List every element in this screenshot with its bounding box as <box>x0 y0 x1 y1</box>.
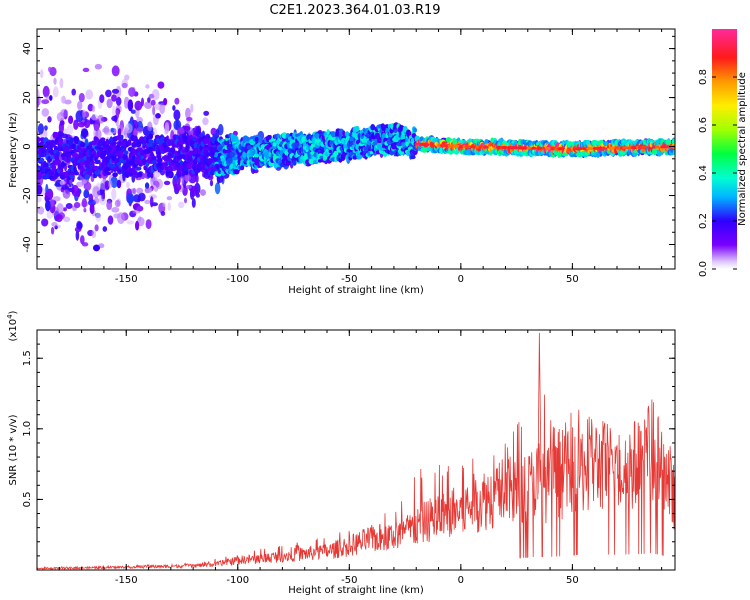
spectrogram-x-tick-label: 0 <box>458 274 464 285</box>
snr-x-tick-label: 50 <box>566 575 579 586</box>
colorbar-tick-label: 0.2 <box>698 213 709 229</box>
spectrogram-y-tick-label: 20 <box>22 91 33 104</box>
snr-series-line <box>37 332 675 570</box>
colorbar-tick-label: 0.6 <box>698 117 709 133</box>
spectrogram-x-label: Height of straight line (km) <box>288 285 424 296</box>
snr-x-tick-label: -50 <box>341 575 357 586</box>
colorbar-label: Normalized spectral amplitude <box>737 72 748 226</box>
colorbar-gradient <box>712 29 737 269</box>
snr-y-tick-label: 1.5 <box>22 350 33 366</box>
spectrogram-y-tick-label: 0 <box>22 143 33 149</box>
snr-y-tick-label: 1.0 <box>22 421 33 437</box>
snr-frame <box>36 329 676 571</box>
snr-panel: -150 -100 -50 0 50 0.5 1.0 1.5 Height of straig… <box>6 310 676 596</box>
spectrogram-ticks: -150 -100 -50 0 50 -40 -20 0 20 40 <box>22 29 675 285</box>
spectrogram-y-tick-label: 40 <box>22 42 33 55</box>
colorbar-tick-label: 0.4 <box>698 165 709 181</box>
colorbar-ticks: 0.0 0.2 0.4 0.6 0.8 <box>698 69 737 277</box>
spectrogram-x-tick-label: 50 <box>566 274 579 285</box>
spectrogram-x-tick-label: -50 <box>341 274 357 285</box>
colorbar-tick-label: 0.8 <box>698 69 709 85</box>
spectrogram-y-tick-label: -20 <box>22 187 33 203</box>
spectrogram-x-tick-label: -100 <box>226 274 249 285</box>
colorbar: 0.0 0.2 0.4 0.6 0.8 Normalized spectral ampl… <box>698 29 748 277</box>
snr-x-tick-label: -150 <box>115 575 138 586</box>
spectrogram-image <box>37 63 675 252</box>
spectrogram-y-tick-label: -40 <box>22 236 33 252</box>
figure-title: C2E1.2023.364.01.03.R19 <box>269 3 440 18</box>
snr-ticks: -150 -100 -50 0 50 0.5 1.0 1.5 <box>22 329 675 586</box>
spectrogram-panel: -150 -100 -50 0 50 -40 -20 0 20 40 Height of stra… <box>8 28 676 296</box>
snr-y-tick-label: 0.5 <box>22 491 33 507</box>
snr-x-tick-label: 0 <box>458 575 464 586</box>
spectrogram-y-label: Frequency (Hz) <box>8 112 19 188</box>
spectrogram-frame <box>36 28 676 270</box>
snr-x-label: Height of straight line (km) <box>288 585 424 596</box>
snr-y-label: SNR (10 * v/v) <box>8 414 19 485</box>
snr-peak <box>537 332 542 500</box>
snr-x-tick-label: -100 <box>226 575 249 586</box>
snr-multiplier-label: (x104) <box>6 310 19 341</box>
colorbar-tick-label: 0.0 <box>698 261 709 277</box>
spectrogram-x-tick-label: -150 <box>115 274 138 285</box>
